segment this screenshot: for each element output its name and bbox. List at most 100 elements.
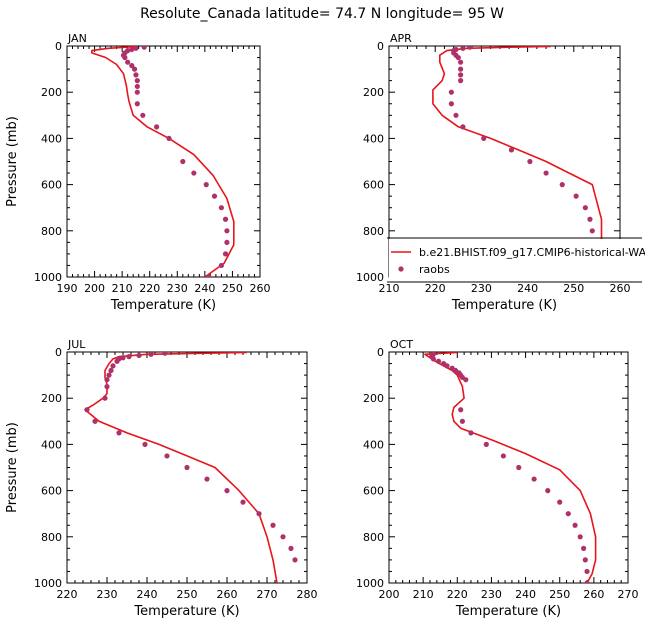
y-axis-label: Pressure (mb): [5, 422, 20, 513]
obs-point: [500, 453, 506, 459]
obs-point: [557, 499, 563, 505]
obs-point: [102, 395, 108, 401]
obs-point: [288, 545, 294, 551]
model-series-line: [84, 352, 278, 583]
y-tick-label: 800: [41, 225, 62, 238]
plot-area: [432, 46, 603, 277]
obs-point: [292, 557, 298, 563]
obs-point: [164, 453, 170, 459]
obs-point: [134, 101, 140, 107]
obs-point: [458, 407, 464, 413]
x-tick-label: 240: [515, 588, 536, 601]
x-tick-label: 260: [250, 282, 271, 295]
obs-point: [120, 355, 126, 361]
obs-point: [448, 101, 454, 107]
obs-point: [460, 124, 466, 130]
obs-point: [582, 557, 588, 563]
y-tick-label: 400: [41, 132, 62, 145]
y-tick-label: 0: [377, 346, 384, 359]
obs-point: [114, 358, 120, 364]
x-tick-label: 250: [177, 588, 198, 601]
panel-oct: OCT 200 210 220 230 240 250 260 270 0 200 400 600 800…: [356, 338, 639, 619]
x-axis-label: Temperature (K): [451, 298, 557, 313]
x-tick-label: 250: [563, 282, 584, 295]
obs-point: [154, 124, 160, 130]
obs-point: [531, 476, 537, 482]
obs-point: [141, 46, 147, 50]
obs-point: [481, 135, 487, 141]
x-tick-label: 220: [425, 282, 446, 295]
plot-frame: [66, 45, 261, 278]
obs-point: [140, 112, 146, 118]
plot-area: [84, 352, 298, 583]
obs-point: [430, 356, 436, 362]
y-tick-label: 400: [363, 132, 384, 145]
figure-title: Resolute_Canada latitude= 74.7 N longitu…: [140, 6, 504, 22]
obs-point: [218, 205, 224, 211]
panels: JAN 190 200 210 220 230 240 250 260 0 200 400 600 800…: [5, 32, 645, 619]
obs-point: [460, 46, 466, 51]
obs-point: [224, 488, 230, 494]
y-tick-label: 600: [41, 179, 62, 192]
y-tick-label: 1000: [34, 577, 62, 590]
legend-obs-swatch: [398, 266, 404, 272]
x-axis-label: Temperature (K): [455, 604, 561, 619]
model-series-line: [432, 46, 603, 277]
obs-point: [125, 59, 131, 65]
x-tick-label: 210: [413, 588, 434, 601]
x-tick-label: 260: [217, 588, 238, 601]
model-series-line: [424, 352, 597, 583]
y-tick-label: 1000: [34, 271, 62, 284]
panel-jan: JAN 190 200 210 220 230 240 250 260 0 200 400 600 800…: [5, 32, 271, 313]
obs-point: [468, 430, 474, 436]
y-tick-label: 600: [363, 485, 384, 498]
x-tick-label: 250: [549, 588, 570, 601]
y-tick-label: 600: [41, 485, 62, 498]
panel-title: OCT: [390, 338, 413, 351]
obs-point: [162, 352, 168, 356]
obs-point: [116, 430, 122, 436]
x-tick-label: 240: [194, 282, 215, 295]
obs-point: [142, 441, 148, 447]
obs-point: [582, 205, 588, 211]
obs-point: [270, 522, 276, 528]
x-tick-label: 230: [97, 588, 118, 601]
obs-point: [136, 352, 142, 359]
obs-point: [455, 54, 461, 61]
obs-point: [110, 363, 116, 369]
obs-point: [218, 262, 224, 269]
x-axis-label: Temperature (K): [133, 604, 239, 619]
obs-point: [459, 418, 466, 424]
x-tick-label: 200: [379, 588, 400, 601]
x-axis-label: Temperature (K): [110, 298, 216, 313]
y-tick-label: 0: [55, 40, 62, 53]
obs-point: [129, 46, 135, 53]
obs-point: [104, 384, 110, 390]
obs-point: [92, 418, 98, 424]
obs-point: [222, 216, 229, 222]
panel-title: APR: [390, 32, 412, 45]
x-tick-label: 230: [167, 282, 188, 295]
obs-point: [581, 545, 587, 551]
obs-point: [206, 274, 212, 277]
obs-point: [435, 358, 442, 364]
obs-point: [191, 170, 197, 176]
obs-point: [133, 72, 139, 78]
obs-point: [516, 464, 522, 471]
obs-point: [545, 488, 551, 494]
y-tick-label: 0: [377, 40, 384, 53]
plot-frame: [388, 351, 629, 584]
y-tick-label: 400: [41, 438, 62, 451]
legend-background: [389, 239, 645, 281]
obs-point: [134, 78, 140, 84]
plot-area: [91, 46, 235, 277]
obs-point: [240, 499, 246, 505]
x-tick-label: 240: [137, 588, 158, 601]
obs-point: [587, 216, 593, 222]
x-tick-label: 280: [297, 588, 318, 601]
y-tick-label: 600: [363, 179, 384, 192]
obs-point: [104, 377, 110, 383]
obs-point: [458, 72, 464, 78]
obs-point: [129, 63, 135, 69]
